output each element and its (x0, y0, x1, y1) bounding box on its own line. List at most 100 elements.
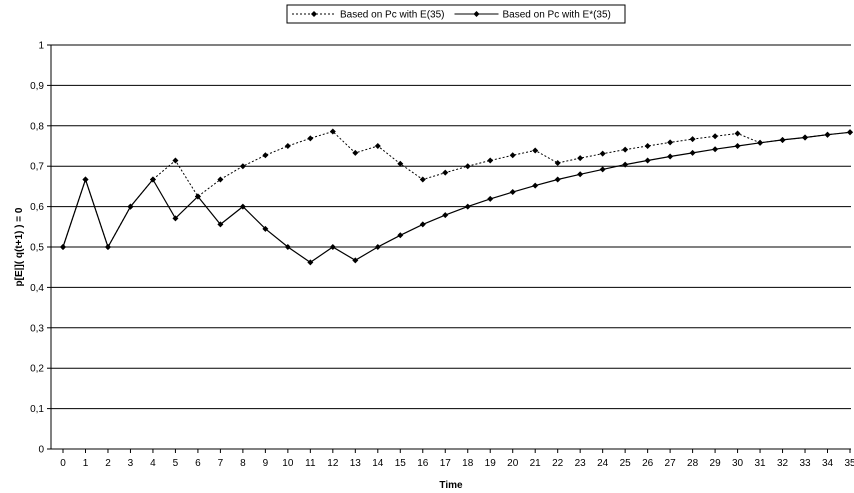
data-point (599, 166, 606, 173)
data-point (307, 259, 314, 266)
data-point (284, 143, 291, 149)
series-2 (60, 129, 853, 266)
data-point (464, 163, 471, 170)
x-tick-label: 25 (620, 458, 632, 469)
y-tick-label: 0,2 (30, 364, 44, 375)
data-point (352, 257, 359, 264)
y-tick-label: 0,3 (30, 323, 44, 334)
y-tick-label: 0 (38, 445, 44, 456)
data-point (847, 129, 853, 136)
x-tick-label: 23 (575, 458, 587, 469)
data-point (419, 176, 426, 183)
data-point (644, 157, 651, 164)
x-tick-label: 29 (710, 458, 722, 469)
x-tick-label: 1 (83, 458, 89, 469)
data-point (442, 212, 449, 219)
legend-label: Based on Pc with E*(35) (503, 10, 611, 21)
x-tick-label: 21 (530, 458, 542, 469)
data-point (487, 157, 494, 164)
series-layer (60, 128, 853, 266)
axes (47, 44, 851, 453)
data-point (532, 182, 539, 189)
data-point (397, 160, 404, 167)
data-point (554, 159, 561, 166)
x-tick-label: 11 (305, 458, 316, 469)
data-point (374, 244, 381, 250)
data-point (757, 139, 764, 146)
data-point (149, 176, 156, 183)
y-tick-label: 0,6 (30, 202, 44, 213)
data-point (622, 146, 629, 153)
data-point (487, 195, 494, 202)
y-tick-label: 0,8 (30, 121, 44, 132)
x-tick-label: 4 (150, 458, 156, 469)
legend-marker (473, 11, 480, 17)
data-point (599, 150, 606, 157)
x-tick-label: 32 (777, 458, 789, 469)
x-tick-label: 9 (263, 458, 269, 469)
y-tick-label: 0,1 (30, 404, 44, 415)
x-tick-label: 24 (597, 458, 609, 469)
data-point (689, 136, 696, 143)
x-tick-label: 14 (372, 458, 384, 469)
data-point (667, 153, 674, 160)
data-point (262, 225, 269, 232)
series-line (62, 130, 851, 249)
data-point (509, 189, 516, 196)
data-point (464, 203, 471, 210)
data-point (577, 171, 584, 178)
data-point (622, 161, 629, 168)
x-tick-label: 7 (218, 458, 224, 469)
data-point (824, 131, 831, 138)
x-tick-label: 6 (195, 458, 201, 469)
data-point (60, 244, 66, 250)
x-tick-label: 10 (282, 458, 294, 469)
data-point (262, 152, 269, 159)
y-tick-label: 0,4 (30, 283, 44, 294)
x-tick-label: 22 (552, 458, 564, 469)
data-point (397, 232, 404, 239)
legend: Based on Pc with E(35) Based on Pc with E… (286, 4, 626, 24)
data-point (329, 128, 336, 135)
data-point (307, 135, 314, 142)
y-tick-label: 0,7 (30, 162, 44, 173)
x-tick-label: 12 (327, 458, 339, 469)
data-point (172, 157, 179, 164)
x-tick-label: 5 (173, 458, 179, 469)
x-tick-label: 16 (417, 458, 429, 469)
data-point (329, 244, 336, 250)
data-point (532, 147, 539, 154)
x-tick-label: 31 (754, 458, 766, 469)
x-tick-label: 20 (507, 458, 519, 469)
data-point (577, 155, 584, 162)
data-point (689, 149, 696, 156)
data-point (172, 215, 179, 222)
data-point (734, 130, 741, 137)
tick-labels: 00,10,20,30,40,50,60,70,80,910 1 2 3 4 5 6 7 8 9 1… (30, 41, 854, 470)
x-tick-label: 8 (240, 458, 246, 469)
data-point (284, 244, 291, 250)
data-point (509, 152, 516, 159)
data-point (82, 176, 89, 183)
x-tick-label: 17 (440, 458, 452, 469)
y-tick-label: 0,9 (30, 81, 44, 92)
data-point (352, 149, 359, 156)
data-point (554, 176, 561, 183)
data-point (734, 143, 741, 149)
data-point (779, 136, 786, 143)
x-tick-label: 3 (128, 458, 134, 469)
y-tick-label: 0,5 (30, 243, 44, 254)
x-tick-label: 28 (687, 458, 699, 469)
data-point (239, 163, 246, 170)
legend-marker (311, 11, 317, 17)
x-tick-label: 26 (642, 458, 654, 469)
x-tick-label: 27 (665, 458, 677, 469)
data-point (712, 133, 719, 140)
legend-label: Based on Pc with E(35) (340, 10, 445, 21)
x-tick-label: 2 (105, 458, 111, 469)
series-line (62, 131, 851, 264)
data-point (194, 193, 201, 200)
legend-item-1: Based on Pc with E(35) (292, 10, 445, 21)
x-tick-label: 35 (844, 458, 854, 469)
x-tick-label: 0 (60, 458, 66, 469)
